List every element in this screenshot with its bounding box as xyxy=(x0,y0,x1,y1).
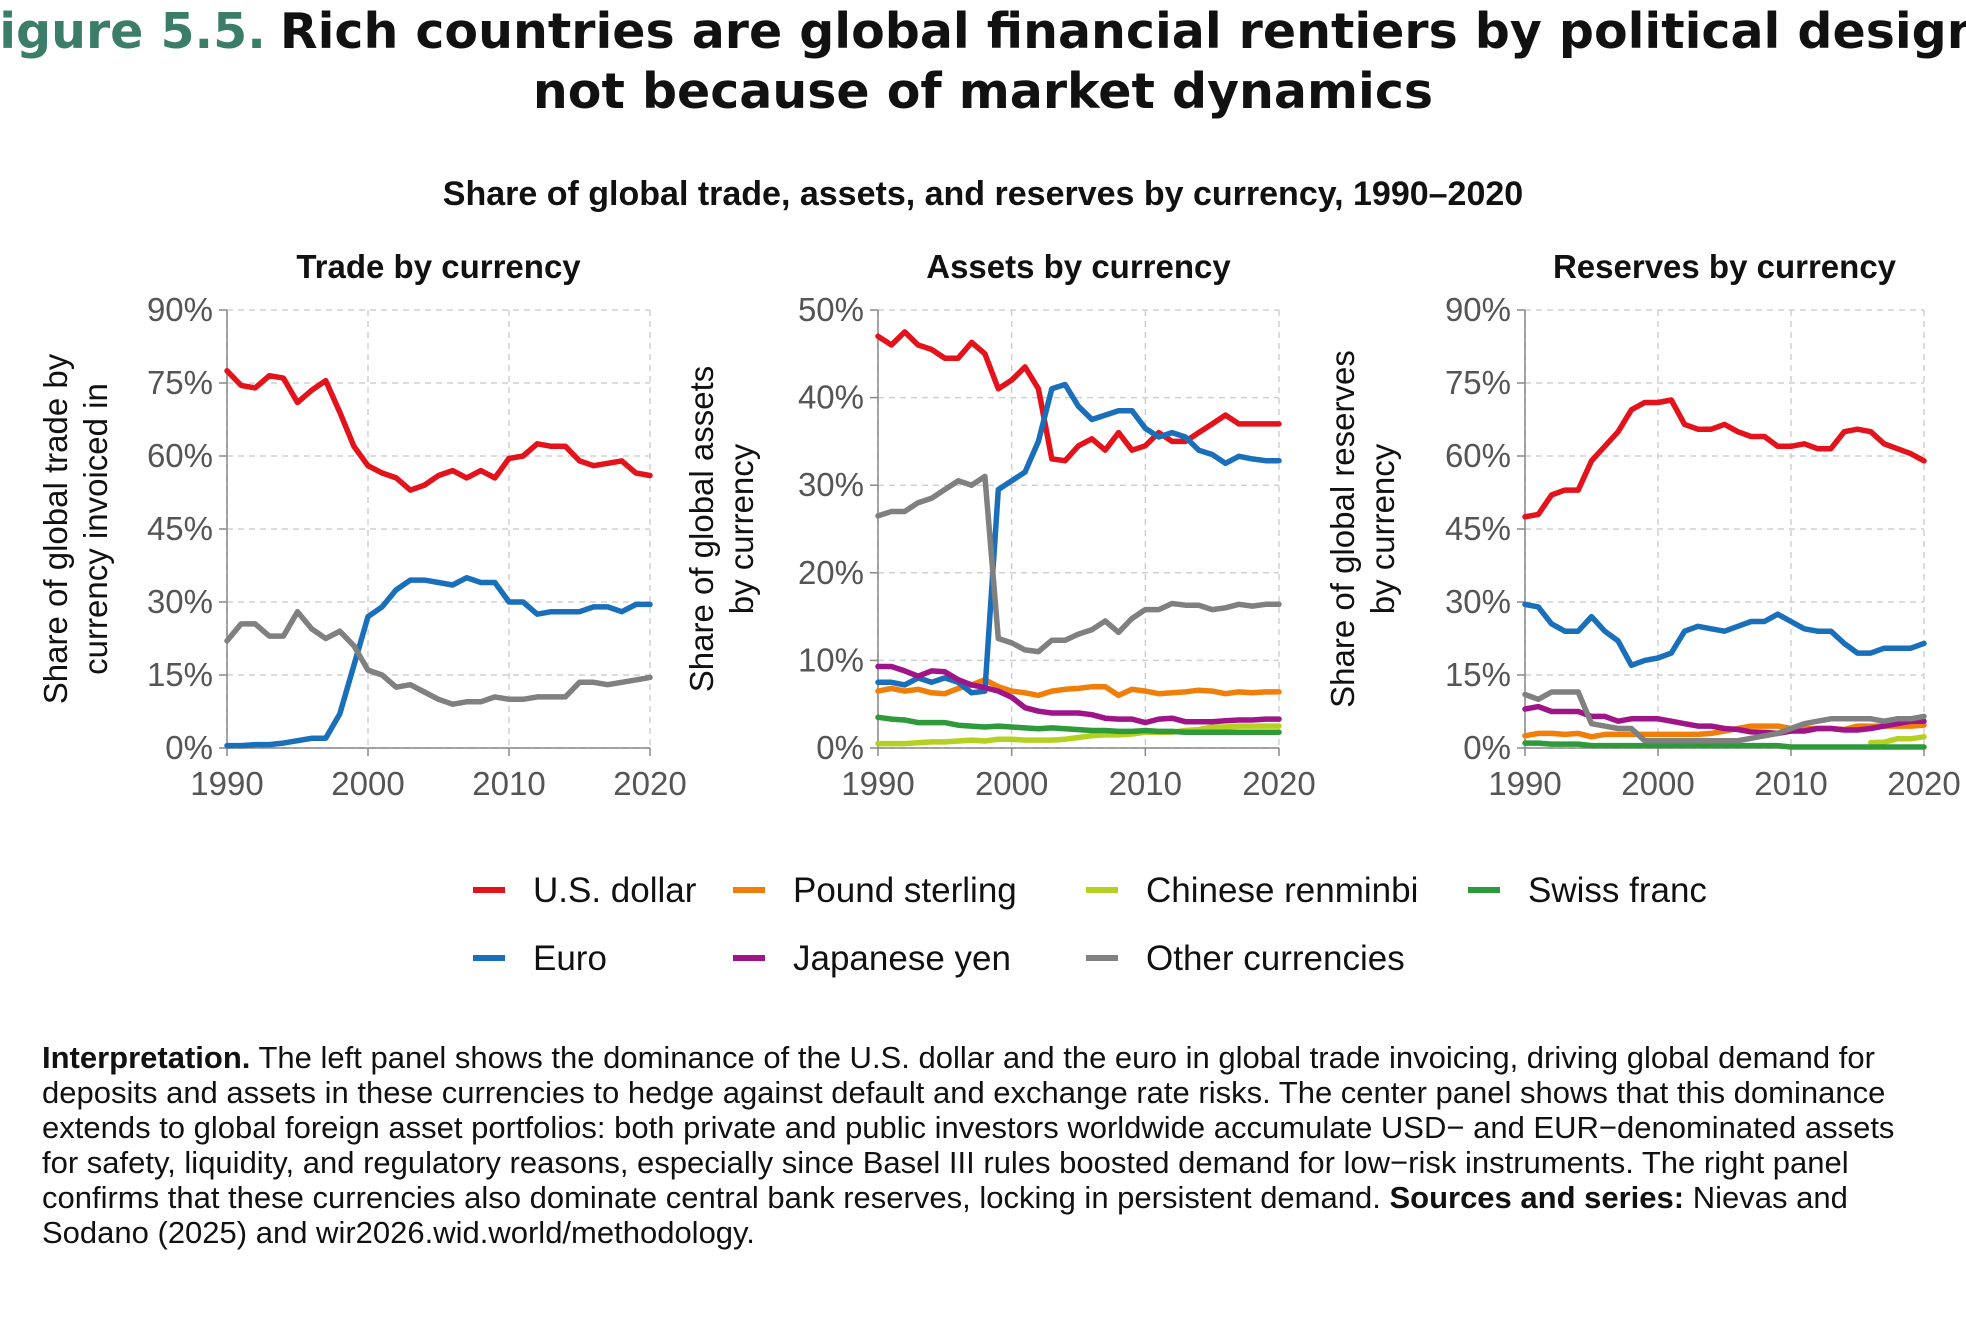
y-tick-label: 45% xyxy=(147,510,213,547)
x-tick-label: 2000 xyxy=(1621,765,1694,802)
y-axis-label: Share of global assetsby currency xyxy=(683,366,760,693)
y-tick-label: 15% xyxy=(147,656,213,693)
y-tick-label: 30% xyxy=(1445,583,1511,620)
y-tick-label: 60% xyxy=(1445,437,1511,474)
x-tick-label: 2020 xyxy=(1887,765,1960,802)
panel-title: Reserves by currency xyxy=(1553,248,1897,285)
legend-label: Pound sterling xyxy=(793,871,1017,910)
interpretation-label: Interpretation. xyxy=(42,1040,251,1075)
data-line xyxy=(1522,740,1927,750)
y-tick-label: 0% xyxy=(165,729,213,766)
data-line xyxy=(1522,397,1927,520)
figure-title: Figure 5.5.Rich countries are global fin… xyxy=(0,3,1966,60)
y-tick-label: 90% xyxy=(147,291,213,328)
panel-title: Trade by currency xyxy=(296,248,581,285)
y-tick-label: 75% xyxy=(147,364,213,401)
y-tick-label: 75% xyxy=(1445,364,1511,401)
y-tick-label: 60% xyxy=(147,437,213,474)
data-line xyxy=(1868,734,1927,746)
x-tick-label: 2010 xyxy=(1754,765,1827,802)
y-tick-label: 30% xyxy=(798,466,864,503)
sources-text: Nievas and Sodano (2025) and wir2026.wid… xyxy=(42,1180,1848,1250)
y-tick-label: 30% xyxy=(147,583,213,620)
data-line xyxy=(875,676,1282,699)
legend-label: U.S. dollar xyxy=(533,871,697,910)
data-line xyxy=(875,663,1282,726)
legend-label: Other currencies xyxy=(1146,939,1405,978)
x-tick-label: 2000 xyxy=(975,765,1048,802)
data-line xyxy=(875,714,1282,735)
y-axis-label-line: Share of global trade by xyxy=(37,353,74,704)
legend-label: Japanese yen xyxy=(793,939,1011,978)
y-axis-label-line: by currency xyxy=(1364,443,1401,614)
x-tick-label: 2010 xyxy=(1109,765,1182,802)
figure-label: Figure 5.5. xyxy=(0,3,266,60)
subtitle: Share of global trade, assets, and reser… xyxy=(443,175,1523,213)
y-tick-label: 45% xyxy=(1445,510,1511,547)
y-tick-label: 90% xyxy=(1445,291,1511,328)
y-axis-label: Share of global trade bycurrency invoice… xyxy=(37,353,114,704)
legend-label: Swiss franc xyxy=(1528,871,1707,910)
interpretation-text: The left panel shows the dominance of th… xyxy=(42,1040,1895,1215)
x-tick-label: 1990 xyxy=(841,765,914,802)
y-tick-label: 15% xyxy=(1445,656,1511,693)
title-line: Rich countries are global financial rent… xyxy=(280,3,1966,60)
y-tick-label: 0% xyxy=(1463,729,1511,766)
data-line xyxy=(875,329,1282,464)
data-line xyxy=(1522,601,1927,669)
x-tick-label: 2020 xyxy=(613,765,686,802)
x-tick-label: 2010 xyxy=(472,765,545,802)
y-tick-label: 10% xyxy=(798,641,864,678)
data-line xyxy=(1522,689,1927,744)
legend-label: Chinese renminbi xyxy=(1146,871,1418,910)
data-line xyxy=(224,368,653,493)
title-line: not because of market dynamics xyxy=(533,63,1433,120)
data-line xyxy=(224,574,653,749)
panel-title: Assets by currency xyxy=(926,248,1231,285)
y-axis-label-line: currency invoiced in xyxy=(77,383,114,675)
notes: Interpretation. The left panel shows the… xyxy=(42,1040,1922,1250)
y-tick-label: 0% xyxy=(816,729,864,766)
data-line xyxy=(875,381,1282,696)
x-tick-label: 1990 xyxy=(1488,765,1561,802)
y-axis-label: Share of global reservesby currency xyxy=(1324,350,1401,708)
data-line xyxy=(1522,703,1927,737)
y-tick-label: 50% xyxy=(798,291,864,328)
y-axis-label-line: Share of global reserves xyxy=(1324,350,1361,708)
data-line xyxy=(875,723,1282,747)
x-tick-label: 1990 xyxy=(190,765,263,802)
y-axis-label-line: Share of global assets xyxy=(683,366,720,693)
legend-label: Euro xyxy=(533,939,607,978)
data-line xyxy=(875,473,1282,655)
x-tick-label: 2000 xyxy=(331,765,404,802)
sources-label: Sources and series: xyxy=(1389,1180,1685,1215)
y-axis-label-line: by currency xyxy=(723,443,760,614)
y-tick-label: 40% xyxy=(798,379,864,416)
data-line xyxy=(224,608,653,707)
y-tick-label: 20% xyxy=(798,554,864,591)
x-tick-label: 2020 xyxy=(1242,765,1315,802)
